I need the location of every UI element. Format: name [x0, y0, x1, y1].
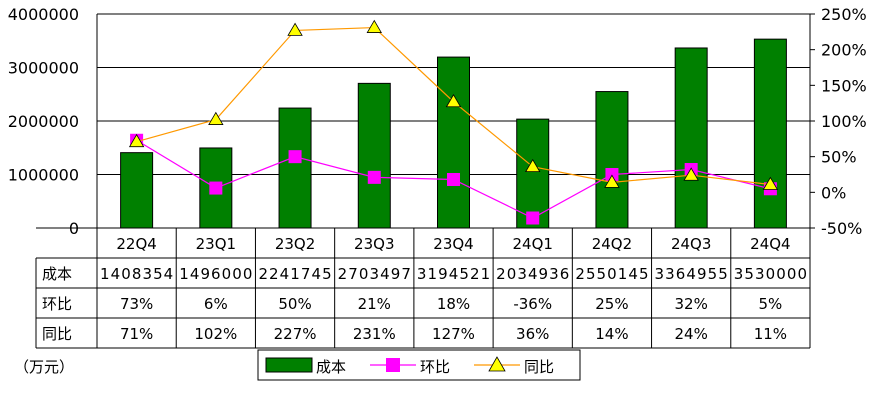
table-cell: 21% — [358, 295, 391, 313]
table-cell: 14% — [595, 325, 628, 343]
table-cell: 25% — [595, 295, 628, 313]
legend-marker — [386, 358, 400, 372]
table-cell: -36% — [513, 295, 552, 313]
bar — [120, 152, 154, 229]
table-cell: 73% — [120, 295, 153, 313]
data-point — [287, 22, 303, 36]
table-cell: 1408354 — [100, 265, 173, 283]
table-cell: 18% — [437, 295, 470, 313]
y-right-tick-label: 50% — [821, 148, 857, 167]
table-cell: 2034936 — [496, 265, 569, 283]
y-right-tick-label: 200% — [821, 41, 867, 60]
legend-label: 环比 — [420, 358, 450, 376]
table-cell: 102% — [194, 325, 237, 343]
table-cell: 50% — [278, 295, 311, 313]
table-cell: 24% — [674, 325, 707, 343]
category-label: 24Q1 — [513, 235, 553, 253]
data-point — [762, 176, 779, 190]
y-right-tick-label: 0% — [821, 183, 846, 202]
table-cell: 32% — [674, 295, 707, 313]
legend-label: 同比 — [524, 358, 554, 376]
table-row-label: 成本 — [42, 265, 72, 283]
y-left-tick-label: 4000000 — [8, 5, 79, 24]
y-right-tick-label: -50% — [821, 219, 862, 238]
y-right-tick-label: 100% — [821, 112, 867, 131]
bar — [595, 91, 629, 229]
bar — [278, 107, 312, 229]
y-left-tick-label: 2000000 — [8, 112, 79, 131]
table-cell: 36% — [516, 325, 549, 343]
unit-label: （万元） — [14, 358, 75, 376]
table-cell: 2703497 — [338, 265, 411, 283]
data-point — [604, 174, 620, 188]
data-point — [526, 211, 540, 225]
legend-marker — [488, 356, 506, 372]
table-cell: 127% — [432, 325, 475, 343]
data-point — [366, 19, 382, 33]
table-cell: 227% — [274, 325, 317, 343]
y-left-tick-label: 3000000 — [8, 59, 79, 78]
category-label: 23Q1 — [196, 235, 236, 253]
bar — [437, 56, 470, 229]
table-cell: 3194521 — [417, 265, 490, 283]
category-label: 23Q3 — [354, 235, 394, 253]
table-cell: 3364955 — [655, 265, 728, 283]
legend-swatch — [265, 357, 313, 373]
category-label: 23Q4 — [433, 235, 473, 253]
table-cell: 3530000 — [734, 265, 807, 283]
category-label: 24Q2 — [592, 235, 632, 253]
table-row-label: 同比 — [42, 325, 72, 343]
bar — [753, 38, 787, 229]
y-left-tick-label: 1000000 — [8, 166, 79, 185]
table-cell: 11% — [754, 325, 787, 343]
table-row-label: 环比 — [42, 295, 72, 313]
legend-label: 成本 — [316, 358, 346, 376]
data-point — [445, 93, 462, 108]
table-cell: 6% — [204, 295, 228, 313]
data-point — [128, 133, 145, 148]
data-point — [288, 150, 302, 164]
table-cell: 231% — [353, 325, 396, 343]
y-right-tick-label: 250% — [821, 5, 867, 24]
data-point — [525, 158, 541, 173]
data-point — [683, 167, 699, 181]
table-cell: 71% — [120, 325, 153, 343]
table-cell: 2241745 — [258, 265, 331, 283]
category-label: 22Q4 — [116, 235, 156, 253]
category-label: 23Q2 — [275, 235, 315, 253]
table-cell: 1496000 — [179, 265, 252, 283]
table-cell: 2550145 — [575, 265, 648, 283]
data-point — [209, 181, 223, 195]
category-label: 24Q3 — [671, 235, 711, 253]
category-label: 24Q4 — [750, 235, 790, 253]
table-cell: 5% — [758, 295, 782, 313]
data-point — [447, 172, 460, 186]
bar — [357, 82, 391, 229]
data-point — [208, 111, 224, 125]
bar — [674, 47, 708, 229]
data-point — [367, 170, 381, 184]
y-right-tick-label: 150% — [821, 76, 867, 95]
